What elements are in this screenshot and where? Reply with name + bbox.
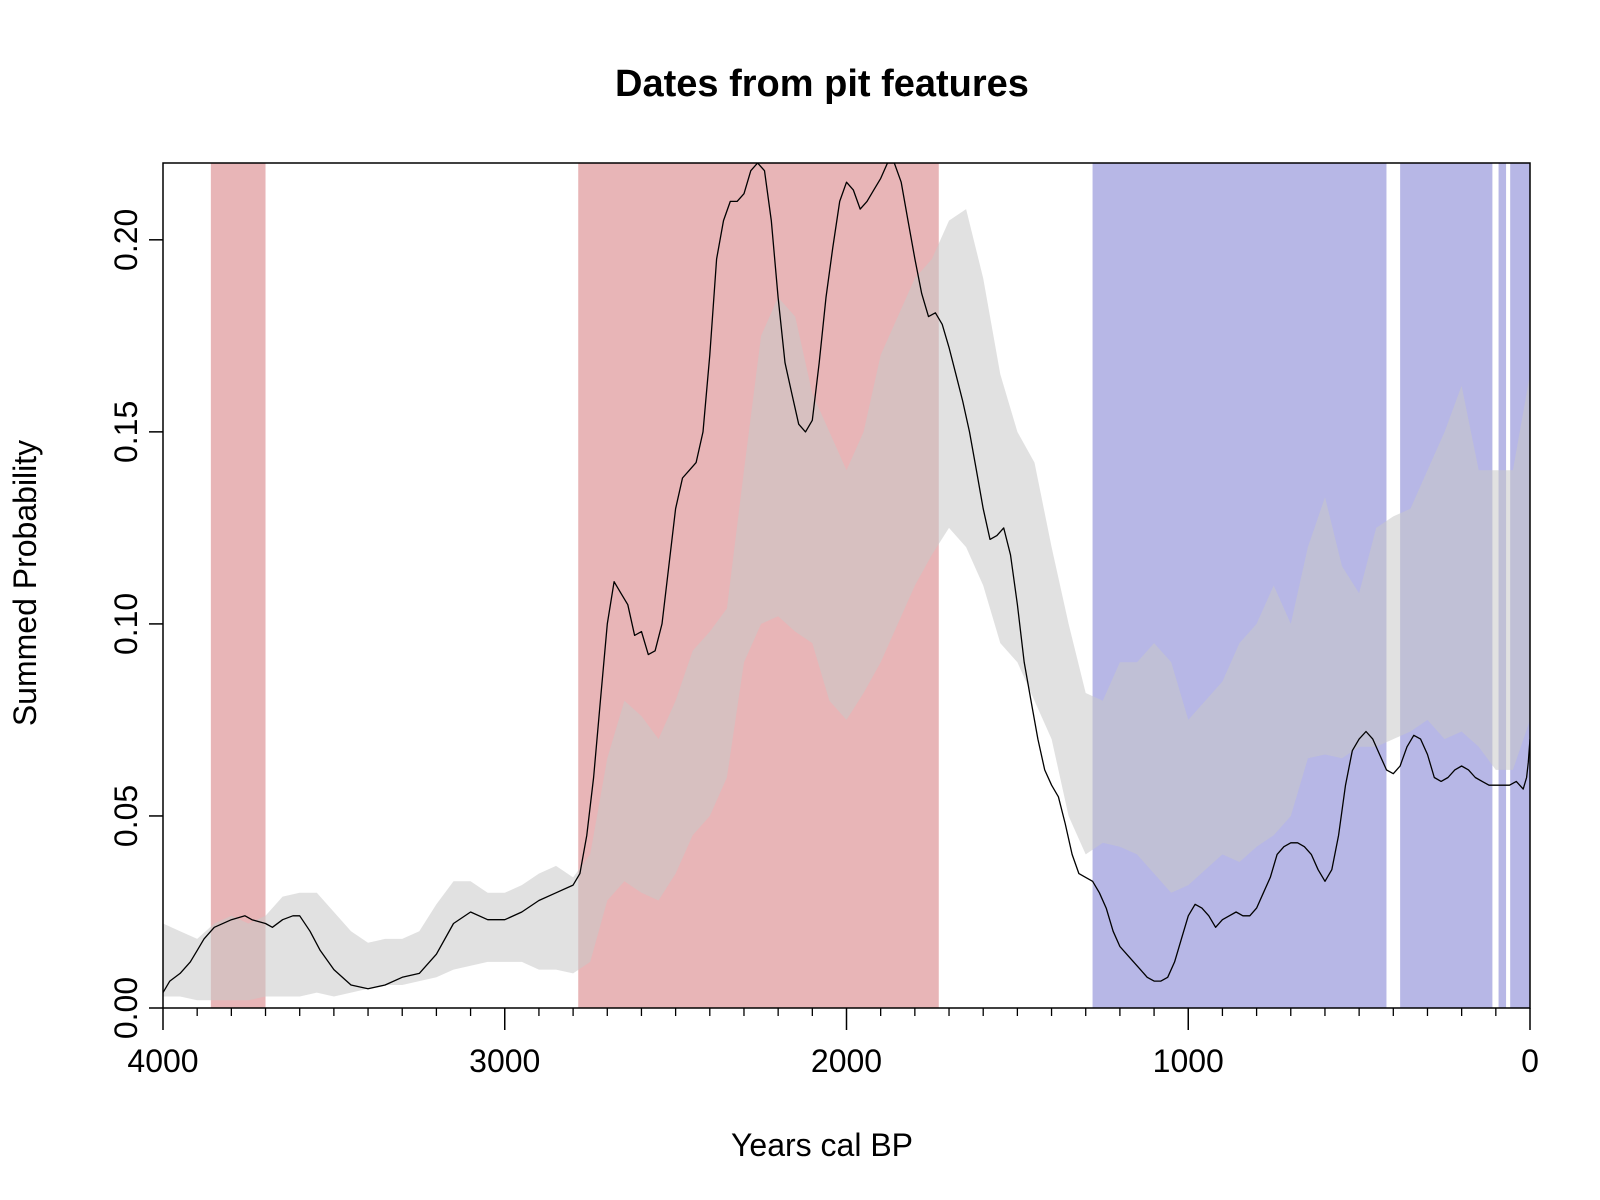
null-model-envelope <box>163 209 1530 1001</box>
x-tick-label: 0 <box>1521 1043 1539 1079</box>
x-tick-label: 1000 <box>1153 1043 1224 1079</box>
y-tick-label: 0.10 <box>108 593 144 655</box>
y-axis-title: Summed Probability <box>7 440 43 726</box>
spd-line <box>163 163 1530 993</box>
x-tick-label: 2000 <box>811 1043 882 1079</box>
y-tick-label: 0.00 <box>108 977 144 1039</box>
axes: 4000 3000 2000 1000 0 0.00 0.05 0.10 0.15 0.20 <box>108 162 1539 1079</box>
x-tick-label: 4000 <box>127 1043 198 1079</box>
y-tick-label: 0.05 <box>108 785 144 847</box>
x-axis-title: Years cal BP <box>731 1127 913 1163</box>
y-tick-label: 0.15 <box>108 401 144 463</box>
null-envelope-area <box>163 209 1530 1001</box>
positive-deviation-band-0 <box>210 163 266 1008</box>
spd-line-layer <box>163 163 1530 993</box>
y-tick-label: 0.20 <box>108 209 144 271</box>
x-tick-label: 3000 <box>469 1043 540 1079</box>
chart-title: Dates from pit features <box>615 63 1029 105</box>
